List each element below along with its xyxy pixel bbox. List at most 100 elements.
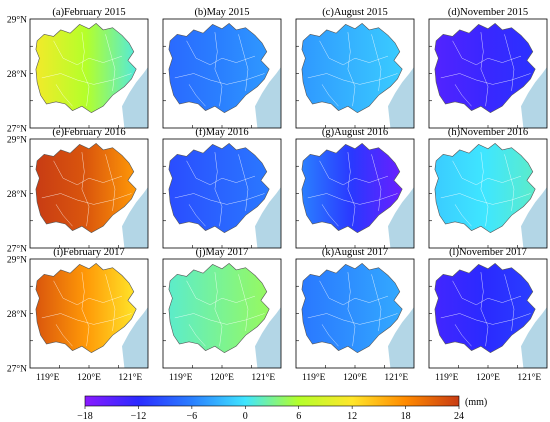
colorbar-tick-label: 0 <box>243 411 248 422</box>
panel-title: (h)November 2016 <box>448 127 528 138</box>
county-boundary <box>307 73 398 85</box>
county-boundary <box>174 313 265 325</box>
colorbar-tick-label: −6 <box>187 411 198 422</box>
longitude-tick-label: 121°E <box>251 372 275 383</box>
map-panel: (b)May 2015 <box>162 7 282 129</box>
sea-area <box>122 187 148 248</box>
region-fill <box>301 143 403 234</box>
map-panel: (j)May 2017 <box>162 247 282 369</box>
region-fill <box>168 263 270 354</box>
longitude-tick-label: 119°E <box>36 372 60 383</box>
county-boundary <box>41 313 132 325</box>
county-boundary <box>504 274 515 331</box>
latitude-tick-label: 27°N <box>7 244 27 255</box>
county-boundary <box>480 32 489 107</box>
panel-title: (i)February 2017 <box>53 247 124 258</box>
region-fill <box>434 23 536 114</box>
region-fill <box>301 23 403 114</box>
sea-area <box>255 67 281 128</box>
county-boundary <box>55 204 73 227</box>
county-boundary <box>371 34 382 91</box>
region-fill <box>35 23 137 114</box>
latitude-tick-label: 29°N <box>7 135 27 146</box>
colorbar-tick-label: 24 <box>454 411 464 422</box>
sea-area <box>388 187 414 248</box>
map-panel: (g)August 2016 <box>295 127 415 249</box>
longitude-tick-label: 119°E <box>169 372 193 383</box>
sea-area <box>255 307 281 368</box>
sea-area <box>122 307 148 368</box>
longitude-tick-label: 121°E <box>517 372 541 383</box>
county-boundary <box>307 313 398 325</box>
longitude-tick-label: 120°E <box>210 372 234 383</box>
map-panel: (c)August 2015 <box>295 7 415 129</box>
colorbar-unit: (mm) <box>465 397 487 408</box>
panel-title: (e)February 2016 <box>52 127 125 138</box>
county-boundary <box>371 274 382 331</box>
county-boundary <box>454 204 472 227</box>
longitude-tick-label: 120°E <box>476 372 500 383</box>
county-boundary <box>307 193 398 205</box>
map-panel: (i)February 2017 <box>29 247 149 369</box>
longitude-tick-label: 120°E <box>77 372 101 383</box>
county-boundary <box>105 34 116 91</box>
county-boundary <box>105 274 116 331</box>
county-boundary <box>321 84 339 107</box>
county-boundary <box>105 154 116 211</box>
longitude-tick-label: 119°E <box>435 372 459 383</box>
colorbar-tick-label: 12 <box>347 411 357 422</box>
county-boundary <box>454 84 472 107</box>
map-panel: (l)November 2017 <box>428 247 548 369</box>
longitude-tick-label: 120°E <box>343 372 367 383</box>
panel-title: (g)August 2016 <box>322 127 388 138</box>
county-boundary <box>371 154 382 211</box>
panel-title: (c)August 2015 <box>322 7 388 18</box>
latitude-tick-label: 27°N <box>7 124 27 135</box>
region-fill <box>35 263 137 354</box>
county-boundary <box>504 34 515 91</box>
sea-area <box>521 67 547 128</box>
county-boundary <box>440 313 531 325</box>
map-panel: (k)August 2017 <box>295 247 415 369</box>
county-boundary <box>81 152 90 227</box>
map-panel: (e)February 2016 <box>29 127 149 249</box>
county-boundary <box>321 324 339 347</box>
county-boundary <box>55 84 73 107</box>
county-boundary <box>41 73 132 85</box>
panel-title: (a)February 2015 <box>52 7 125 18</box>
county-boundary <box>214 152 223 227</box>
panel-title: (b)May 2015 <box>194 7 249 18</box>
region-fill <box>434 143 536 234</box>
region-fill <box>434 263 536 354</box>
county-boundary <box>480 152 489 227</box>
latitude-tick-label: 28°N <box>7 189 27 200</box>
county-boundary <box>188 204 206 227</box>
sea-area <box>388 307 414 368</box>
colorbar-tick-label: 18 <box>401 411 411 422</box>
region-fill <box>35 143 137 234</box>
county-boundary <box>188 324 206 347</box>
county-boundary <box>504 154 515 211</box>
latitude-tick-label: 28°N <box>7 309 27 320</box>
region-fill <box>301 263 403 354</box>
region-fill <box>168 23 270 114</box>
panel-title: (l)November 2017 <box>449 247 527 258</box>
county-boundary <box>347 152 356 227</box>
county-boundary <box>347 272 356 347</box>
colorbar-tick-label: −18 <box>77 411 93 422</box>
map-panel: (d)November 2015 <box>428 7 548 129</box>
county-boundary <box>440 193 531 205</box>
county-boundary <box>238 34 249 91</box>
map-panel: (h)November 2016 <box>428 127 548 249</box>
longitude-tick-label: 121°E <box>118 372 142 383</box>
colorbar <box>84 395 460 407</box>
county-boundary <box>238 154 249 211</box>
colorbar-tick-label: 6 <box>296 411 301 422</box>
longitude-tick-label: 121°E <box>384 372 408 383</box>
latitude-tick-label: 28°N <box>7 69 27 80</box>
latitude-tick-label: 29°N <box>7 15 27 26</box>
county-boundary <box>188 84 206 107</box>
panel-title: (d)November 2015 <box>448 7 528 18</box>
county-boundary <box>321 204 339 227</box>
sea-area <box>388 67 414 128</box>
